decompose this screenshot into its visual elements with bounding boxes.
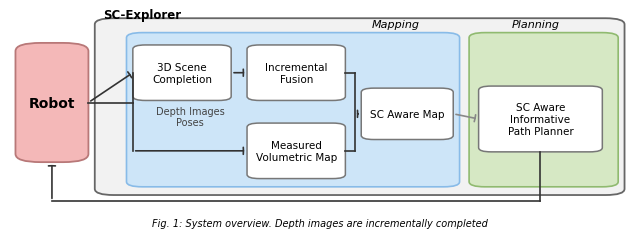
Text: Depth Images
Poses: Depth Images Poses bbox=[156, 106, 224, 128]
Text: SC-Explorer: SC-Explorer bbox=[103, 9, 181, 22]
FancyBboxPatch shape bbox=[361, 89, 453, 140]
Text: Planning: Planning bbox=[512, 19, 560, 29]
FancyBboxPatch shape bbox=[15, 44, 88, 162]
FancyBboxPatch shape bbox=[247, 46, 346, 101]
Text: Robot: Robot bbox=[29, 96, 75, 110]
Text: SC Aware Map: SC Aware Map bbox=[370, 109, 445, 119]
FancyBboxPatch shape bbox=[133, 46, 231, 101]
Text: 3D Scene
Completion: 3D Scene Completion bbox=[152, 63, 212, 84]
FancyBboxPatch shape bbox=[127, 33, 460, 187]
Text: Mapping: Mapping bbox=[372, 19, 420, 29]
Text: SC Aware
Informative
Path Planner: SC Aware Informative Path Planner bbox=[508, 103, 573, 136]
FancyBboxPatch shape bbox=[479, 87, 602, 152]
Text: Fig. 1: System overview. Depth images are incrementally completed: Fig. 1: System overview. Depth images ar… bbox=[152, 218, 488, 228]
FancyBboxPatch shape bbox=[469, 33, 618, 187]
FancyBboxPatch shape bbox=[95, 19, 625, 195]
Text: Measured
Volumetric Map: Measured Volumetric Map bbox=[255, 140, 337, 162]
FancyBboxPatch shape bbox=[247, 123, 346, 179]
Text: Incremental
Fusion: Incremental Fusion bbox=[265, 63, 328, 84]
